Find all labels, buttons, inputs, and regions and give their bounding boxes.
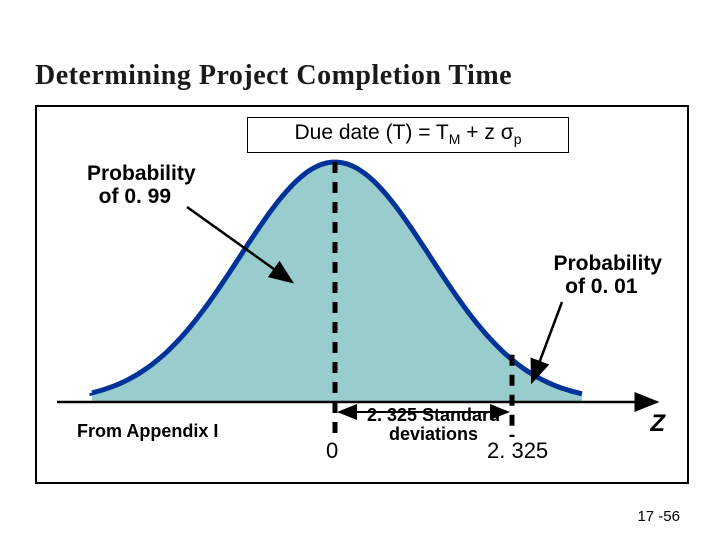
formula-prefix: Due date (T) = T bbox=[295, 121, 449, 144]
stddev-l2: deviations bbox=[389, 424, 478, 444]
prob-right-l1: Probability bbox=[553, 252, 662, 275]
formula-sigma: σ bbox=[501, 121, 514, 144]
formula-mid: + z bbox=[460, 121, 500, 144]
label-zval: 2. 325 bbox=[487, 438, 548, 464]
arrow-prob-right bbox=[532, 302, 562, 382]
formula-sub1: M bbox=[449, 131, 461, 147]
formula-sub2: p bbox=[514, 131, 522, 147]
label-appendix: From Appendix I bbox=[77, 421, 218, 442]
label-stddev: 2. 325 Standard deviations bbox=[367, 406, 500, 444]
label-prob-right: Probability of 0. 01 bbox=[553, 252, 662, 298]
label-zero: 0 bbox=[326, 438, 338, 464]
prob-right-l2: of 0. 01 bbox=[565, 275, 637, 298]
stddev-l1: 2. 325 Standard bbox=[367, 405, 500, 425]
slide-title: Determining Project Completion Time bbox=[35, 60, 512, 92]
label-prob-left: Probability of 0. 99 bbox=[87, 162, 196, 208]
page-number: 17 -56 bbox=[637, 508, 680, 525]
label-axis-Z: Z bbox=[650, 410, 665, 438]
chart-container: Due date (T) = TM + z σp Probability of … bbox=[35, 105, 689, 484]
prob-left-l1: Probability bbox=[87, 162, 196, 185]
formula-box: Due date (T) = TM + z σp bbox=[247, 117, 569, 153]
prob-left-l2: of 0. 99 bbox=[99, 185, 171, 208]
